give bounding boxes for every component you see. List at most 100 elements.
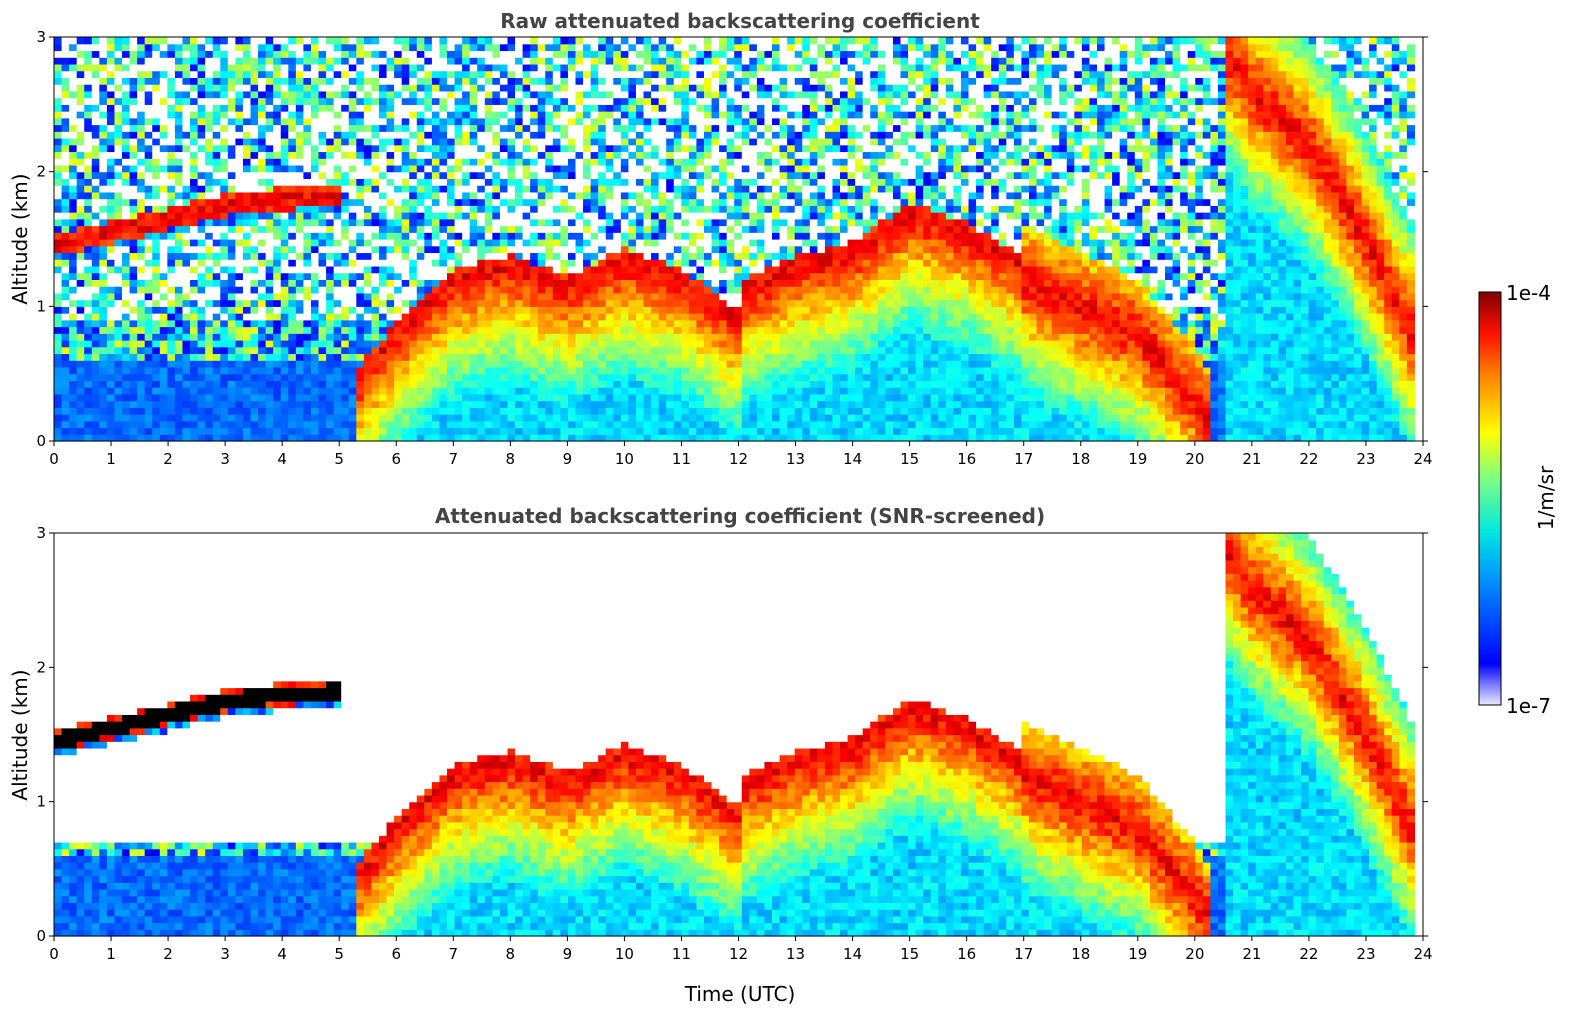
heatmap-cell	[84, 400, 93, 408]
heatmap-cell	[341, 306, 350, 314]
heatmap-cell	[167, 420, 176, 429]
heatmap-cell	[220, 70, 229, 78]
heatmap-cell	[575, 232, 584, 240]
heatmap-cell	[144, 117, 153, 126]
heatmap-cell	[76, 57, 85, 65]
heatmap-cell	[515, 104, 524, 112]
heatmap-cell	[658, 272, 667, 280]
heatmap-cell	[61, 117, 70, 126]
heatmap-cell	[212, 407, 221, 415]
heatmap-cell	[326, 333, 335, 341]
heatmap-cell	[341, 212, 350, 220]
heatmap-cell	[273, 77, 282, 85]
heatmap-cell	[205, 427, 214, 435]
heatmap-cell	[54, 245, 63, 254]
heatmap-cell	[212, 57, 221, 65]
heatmap-cell	[401, 306, 410, 314]
heatmap-cell	[129, 225, 138, 233]
heatmap-cell	[190, 138, 199, 146]
heatmap-cell	[341, 178, 350, 186]
heatmap-cell	[326, 164, 335, 173]
heatmap-cell	[545, 279, 554, 287]
heatmap-cell	[318, 158, 327, 166]
heatmap-cell	[378, 198, 388, 206]
heatmap-cell	[552, 414, 561, 422]
heatmap-cell	[212, 265, 221, 274]
heatmap-cell	[651, 387, 660, 395]
heatmap-cell	[114, 292, 123, 301]
heatmap-cell	[114, 191, 123, 200]
heatmap-cell	[499, 212, 509, 220]
heatmap-cell	[280, 259, 289, 267]
heatmap-cell	[84, 299, 93, 307]
heatmap-cell	[447, 77, 456, 85]
heatmap-cell	[492, 151, 501, 159]
heatmap-cell	[326, 313, 335, 321]
heatmap-cell	[348, 366, 357, 375]
heatmap-cell	[265, 393, 274, 402]
heatmap-cell	[492, 239, 501, 247]
heatmap-cell	[439, 366, 448, 375]
heatmap-cell	[507, 198, 516, 206]
heatmap-cell	[129, 393, 138, 402]
heatmap-cell	[227, 131, 236, 139]
heatmap-cell	[658, 387, 667, 395]
heatmap-cell	[61, 265, 70, 274]
heatmap-cell	[242, 90, 252, 99]
heatmap-cell	[129, 57, 138, 65]
heatmap-cell	[605, 286, 614, 294]
heatmap-cell	[567, 252, 577, 260]
heatmap-cell	[295, 90, 305, 99]
heatmap-cell	[341, 366, 350, 375]
heatmap-cell	[310, 380, 320, 388]
heatmap-cell	[567, 57, 577, 65]
heatmap-cell	[492, 138, 501, 146]
heatmap-cell	[99, 353, 108, 361]
heatmap-cell	[477, 360, 486, 368]
heatmap-cell	[537, 151, 546, 159]
heatmap-cell	[454, 164, 463, 173]
heatmap-cell	[106, 265, 116, 274]
heatmap-cell	[76, 366, 85, 375]
heatmap-cell	[635, 387, 645, 395]
heatmap-cell	[235, 340, 244, 348]
heatmap-cell	[439, 131, 448, 139]
heatmap-cell	[552, 151, 561, 159]
heatmap-cell	[356, 319, 365, 328]
heatmap-cell	[515, 299, 524, 307]
heatmap-cell	[288, 212, 297, 220]
heatmap-cell	[522, 414, 531, 422]
heatmap-cell	[152, 151, 161, 159]
heatmap-cell	[613, 333, 622, 341]
heatmap-cell	[348, 420, 357, 429]
heatmap-cell	[439, 111, 448, 119]
heatmap-cell	[167, 434, 176, 442]
heatmap-cell	[273, 198, 282, 206]
heatmap-cell	[54, 373, 63, 381]
heatmap-cell	[386, 353, 395, 361]
heatmap-cell	[258, 420, 267, 429]
heatmap-cell	[69, 313, 78, 321]
heatmap-cell	[273, 138, 282, 146]
heatmap-cell	[371, 272, 380, 280]
heatmap-cell	[537, 366, 546, 375]
heatmap-cell	[401, 63, 410, 72]
heatmap-cell	[91, 286, 100, 294]
heatmap-cell	[620, 50, 630, 58]
heatmap-cell	[477, 272, 486, 280]
heatmap-cell	[69, 37, 78, 45]
heatmap-cell	[613, 198, 622, 206]
heatmap-cell	[507, 158, 516, 166]
heatmap-cell	[242, 225, 252, 233]
heatmap-cell	[348, 63, 357, 72]
heatmap-cell	[91, 158, 100, 166]
heatmap-cell	[61, 104, 70, 112]
heatmap-cell	[416, 117, 425, 126]
heatmap-cell	[658, 144, 667, 153]
heatmap-cell	[409, 326, 418, 334]
heatmap-cell	[386, 138, 395, 146]
heatmap-cell	[227, 360, 236, 368]
heatmap-cell	[227, 57, 236, 65]
heatmap-cell	[575, 138, 584, 146]
heatmap-cell	[484, 131, 493, 139]
